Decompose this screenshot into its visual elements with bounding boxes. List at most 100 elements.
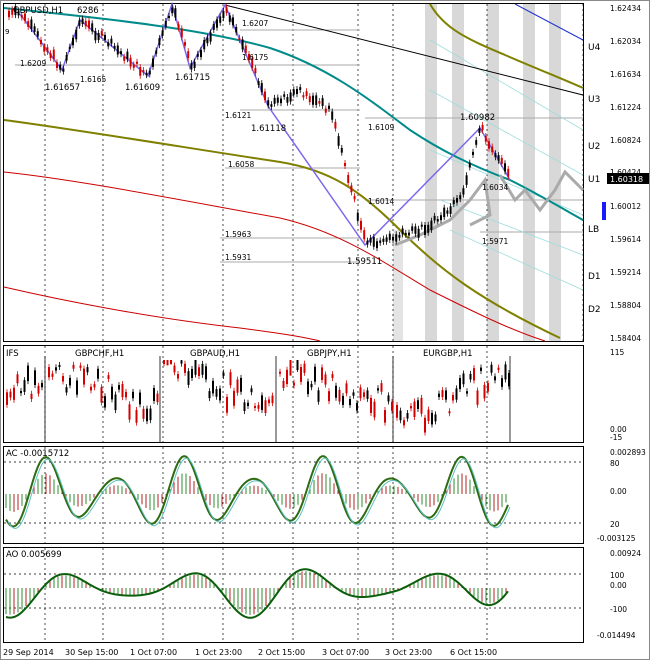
pair-candle-body — [69, 377, 71, 386]
ac-panel[interactable]: AC -0.0015712 0.002893 80 0.00 20 -0.003… — [3, 446, 647, 544]
pair-candle-body — [410, 405, 412, 409]
pair-candle-body — [271, 395, 274, 404]
pair-candle-body — [427, 409, 430, 422]
price-label: 1.59511 — [347, 257, 382, 267]
candle-body — [388, 233, 391, 240]
pair-candle-body — [490, 364, 493, 373]
candle-body — [107, 42, 110, 47]
pair-candle-body — [212, 380, 214, 394]
pair-candle-body — [254, 405, 256, 408]
pair-candle-body — [139, 392, 141, 405]
candle-body — [68, 46, 71, 50]
pair-candle-body — [420, 397, 423, 414]
candle-body — [129, 57, 132, 67]
cross-label-eurgbp: EURGBP,H1 — [423, 349, 473, 359]
pair-dividers — [44, 356, 511, 442]
pair-candle-body — [286, 369, 288, 385]
candle-body — [75, 29, 78, 40]
pair-candle-body — [6, 392, 8, 405]
candle-body — [161, 30, 164, 36]
pair-candle-body — [462, 373, 465, 385]
cross-axis: 115 0.00 -15 — [610, 348, 627, 442]
price-label: 1.5931 — [225, 253, 251, 262]
pair-candle-body — [34, 370, 36, 386]
candle-body — [366, 240, 369, 245]
pair-candle-body — [121, 384, 124, 398]
candle-body — [318, 100, 321, 104]
candle-body — [350, 185, 353, 193]
price-label: 1.6175 — [242, 53, 268, 62]
pair-candle-body — [335, 385, 337, 398]
candle-body — [504, 163, 506, 172]
price-axis-tick: 1.58804 — [610, 301, 641, 310]
price-label: 1.6207 — [242, 19, 268, 28]
candle-body — [8, 10, 10, 18]
current-price-label: 1.60318 — [610, 175, 643, 184]
pair-candle-body — [163, 360, 165, 365]
level-label-d2: D2 — [588, 305, 601, 315]
pair-candle-body — [487, 383, 489, 392]
pair-candle-body — [9, 391, 12, 398]
pair-candle-body — [90, 386, 92, 391]
price-axis-tick: 1.60424 — [610, 168, 641, 177]
pair-candle-body — [233, 390, 235, 406]
candle-body — [193, 61, 196, 68]
cross-label-ifs: IFS — [6, 349, 19, 359]
candle-body — [152, 58, 154, 67]
candle-body — [123, 56, 126, 61]
candle-body — [340, 147, 343, 153]
pair-candle-body — [16, 374, 19, 384]
candle-body — [91, 23, 94, 32]
ao-panel[interactable]: AO 0.005699 0.00924 100 0.00 -100 -0.014… — [3, 547, 642, 643]
ao-axis-tick: -100 — [610, 605, 627, 614]
ao-plot-area — [3, 547, 584, 643]
pair-candle-body — [300, 367, 302, 382]
candle-body — [254, 68, 257, 74]
pair-candle-body — [476, 390, 479, 405]
price-label: 1.61609 — [125, 83, 160, 93]
candle-body — [24, 13, 26, 21]
pair-candle-body — [268, 399, 270, 404]
price-axis-tick: 1.58404 — [610, 334, 641, 343]
pair-candle-body — [438, 393, 440, 398]
candle-body — [324, 108, 327, 113]
candle-body — [472, 151, 474, 156]
candle-body — [500, 157, 503, 164]
time-axis-tick: 1 Oct 07:00 — [130, 648, 177, 657]
candle-body — [280, 98, 282, 104]
pair-candle-body — [289, 360, 292, 376]
cross-pairs-panel[interactable]: IFS GBPCHF,H1 GBPAUD,H1 GBPJPY,H1 EURGBP… — [3, 345, 627, 443]
pair-candle-body — [455, 388, 458, 400]
main-price-panel[interactable]: 1.6209 1.6165 1.61657 1.61609 1.61715 1.… — [3, 1, 650, 343]
candle-body — [286, 97, 289, 103]
pair-candle-body — [257, 405, 260, 409]
candle-body — [488, 141, 490, 149]
candle-body — [353, 196, 356, 200]
pair-candle-body — [494, 376, 496, 381]
candle-body — [132, 64, 135, 68]
candle-body — [427, 224, 430, 233]
candle-body — [43, 46, 46, 52]
time-axis-tick: 29 Sep 2014 — [3, 648, 54, 657]
candle-body — [196, 53, 199, 57]
pair-candle-body — [359, 387, 362, 399]
pair-candle-body — [55, 367, 57, 371]
candle-body — [155, 50, 158, 54]
price-axis: 1.62434 1.62034 1.61634 1.61224 1.60824 … — [610, 4, 641, 343]
pair-candle-body — [166, 360, 169, 366]
pair-candle-body — [296, 360, 299, 371]
price-candles — [8, 3, 510, 252]
cross-axis-tick: -15 — [610, 433, 622, 442]
candle-body — [72, 37, 74, 46]
price-label: 1.5971 — [482, 237, 508, 246]
pair-candle-body — [328, 391, 330, 402]
candle-body — [302, 95, 305, 98]
pair-candle-body — [342, 395, 344, 405]
price-label: 1.61657 — [45, 83, 80, 93]
price-label: 1.6014 — [368, 197, 394, 206]
pair-candle-body — [173, 365, 176, 373]
pair-candle-body — [125, 391, 127, 398]
candle-body — [30, 19, 33, 30]
ao-axis-tick: 100 — [610, 571, 625, 580]
